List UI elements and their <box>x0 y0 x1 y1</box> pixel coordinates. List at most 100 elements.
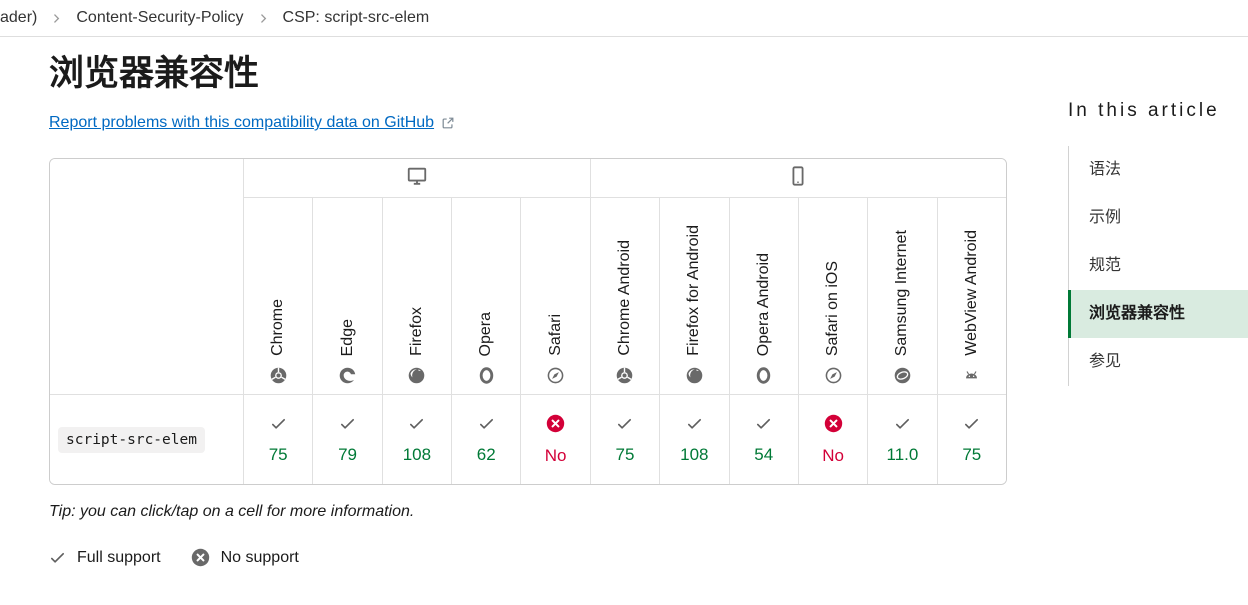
opera-icon <box>478 367 495 384</box>
version-label: 11.0 <box>886 444 919 464</box>
chrome-icon <box>270 367 287 384</box>
report-compat-link-label: Report problems with this compatibility … <box>49 114 435 131</box>
check-icon <box>616 415 633 432</box>
chevron-right-icon <box>257 12 270 25</box>
check-icon <box>686 415 703 432</box>
android-icon <box>963 367 980 384</box>
browser-name: Firefox <box>407 307 425 356</box>
chrome-icon <box>616 367 633 384</box>
breadcrumb-item-current[interactable]: CSP: script-src-elem <box>282 9 430 26</box>
column-header-firefox-android: Firefox for Android <box>659 197 729 394</box>
toc-list: 语法 示例 规范 浏览器兼容性 参见 <box>1068 146 1248 386</box>
version-label: 62 <box>476 444 496 464</box>
platform-desktop-header <box>243 159 590 197</box>
version-label: No <box>544 445 567 465</box>
browser-name: Safari on iOS <box>824 260 842 356</box>
platform-mobile-header <box>589 159 1006 197</box>
breadcrumb-item-header[interactable]: ader) <box>0 9 38 26</box>
firefox-icon <box>408 367 425 384</box>
page-title: 浏览器兼容性 <box>49 54 260 93</box>
column-header-safari-ios: Safari on iOS <box>797 197 868 394</box>
column-header-firefox: Firefox <box>381 197 452 394</box>
check-icon <box>339 415 356 432</box>
column-header-safari: Safari <box>520 197 590 394</box>
legend-full-support: Full support <box>49 549 161 567</box>
column-header-webview-android: WebView Android <box>936 197 1006 394</box>
version-label: 75 <box>615 444 635 464</box>
browser-name: Opera Android <box>754 252 772 356</box>
legend: Full support No support <box>49 548 1007 567</box>
edge-icon <box>339 367 356 384</box>
samsung-internet-icon <box>894 367 911 384</box>
toc-sidebar: In this article 语法 示例 规范 浏览器兼容性 参见 <box>1068 100 1248 386</box>
legend-full-support-label: Full support <box>77 548 161 566</box>
column-header-edge: Edge <box>312 197 382 394</box>
browser-name: Edge <box>338 318 356 356</box>
safari-icon <box>547 367 564 384</box>
check-icon <box>894 415 911 432</box>
report-compat-link[interactable]: Report problems with this compatibility … <box>49 114 455 132</box>
legend-no-support-label: No support <box>220 548 299 566</box>
browser-name: Safari <box>546 314 564 356</box>
version-label: No <box>822 445 844 465</box>
feature-code: script-src-elem <box>58 426 205 453</box>
browser-name: Opera <box>477 311 495 356</box>
support-cell-opera[interactable]: 62 <box>451 394 521 484</box>
check-icon <box>49 549 66 566</box>
check-icon <box>963 415 980 432</box>
check-icon <box>755 415 772 432</box>
compat-table: Chrome Edge Firefox Opera Safari <box>50 159 1006 484</box>
version-label: 108 <box>402 444 432 464</box>
support-cell-webview-android[interactable]: 75 <box>936 394 1006 484</box>
browser-name: Chrome Android <box>615 240 633 356</box>
external-link-icon <box>441 116 455 130</box>
no-support-icon <box>824 414 843 433</box>
firefox-icon <box>686 367 703 384</box>
compat-table-wrapper: Chrome Edge Firefox Opera Safari <box>49 158 1007 485</box>
corner-cell <box>50 159 243 394</box>
version-label: 108 <box>680 444 709 464</box>
main-content: 浏览器兼容性 Report problems with this compati… <box>49 37 1007 567</box>
support-cell-safari[interactable]: No <box>520 394 590 484</box>
version-label: 79 <box>338 444 357 464</box>
breadcrumb: ader) Content-Security-Policy CSP: scrip… <box>0 0 1248 37</box>
browser-name: Samsung Internet <box>893 229 911 356</box>
check-icon <box>270 415 287 432</box>
support-cell-firefox-android[interactable]: 108 <box>659 394 729 484</box>
breadcrumb-item-csp[interactable]: Content-Security-Policy <box>76 9 244 26</box>
browser-name: Firefox for Android <box>685 225 703 356</box>
toc-item-examples[interactable]: 示例 <box>1068 194 1248 242</box>
support-cell-opera-android[interactable]: 54 <box>728 394 798 484</box>
no-support-icon <box>191 548 210 567</box>
tip-text: Tip: you can click/tap on a cell for mor… <box>49 503 415 520</box>
toc-item-syntax[interactable]: 语法 <box>1068 146 1248 194</box>
no-support-icon <box>546 414 565 433</box>
toc-item-specifications[interactable]: 规范 <box>1068 242 1248 290</box>
browser-name: Chrome <box>269 299 287 356</box>
toc-item-browser-compatibility[interactable]: 浏览器兼容性 <box>1068 290 1248 338</box>
column-header-samsung-internet: Samsung Internet <box>867 197 937 394</box>
chevron-right-icon <box>50 12 63 25</box>
feature-cell[interactable]: script-src-elem <box>50 394 243 484</box>
column-header-opera-android: Opera Android <box>728 197 798 394</box>
support-cell-safari-ios[interactable]: No <box>797 394 868 484</box>
safari-icon <box>825 367 842 384</box>
version-label: 54 <box>754 444 774 464</box>
support-cell-samsung-internet[interactable]: 11.0 <box>867 394 937 484</box>
support-cell-chrome-android[interactable]: 75 <box>589 394 660 484</box>
column-header-chrome: Chrome <box>243 197 313 394</box>
support-cell-chrome[interactable]: 75 <box>243 394 313 484</box>
support-cell-edge[interactable]: 79 <box>312 394 382 484</box>
support-cell-firefox[interactable]: 108 <box>381 394 452 484</box>
column-header-chrome-android: Chrome Android <box>589 197 660 394</box>
desktop-icon <box>406 165 428 187</box>
check-icon <box>408 415 425 432</box>
browser-name: WebView Android <box>962 230 980 356</box>
version-label: 75 <box>268 444 288 464</box>
toc-item-see-also[interactable]: 参见 <box>1068 338 1248 386</box>
opera-icon <box>755 367 772 384</box>
check-icon <box>478 415 495 432</box>
legend-no-support: No support <box>191 548 299 567</box>
toc-heading: In this article <box>1068 100 1220 121</box>
version-label: 75 <box>962 444 982 464</box>
